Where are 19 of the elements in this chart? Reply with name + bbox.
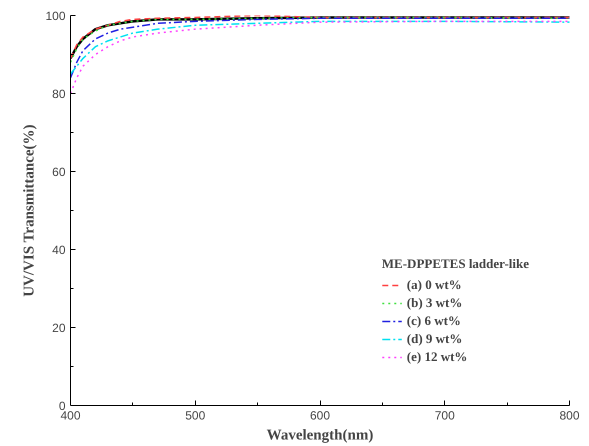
- x-tick-label: 400: [60, 408, 81, 422]
- legend-label: (a) 0 wt%: [406, 277, 462, 293]
- y-axis-title: UV/VIS Transmittance(%): [21, 124, 38, 297]
- y-tick-label: 60: [52, 165, 66, 179]
- y-tick-label: 20: [52, 321, 66, 335]
- legend-label: (e) 12 wt%: [406, 349, 468, 365]
- legend-label: (c) 6 wt%: [406, 313, 461, 329]
- x-tick-label: 600: [310, 408, 330, 422]
- legend-label: (d) 9 wt%: [406, 331, 462, 347]
- legend-label: (b) 3 wt%: [406, 295, 462, 311]
- x-tick-label: 800: [559, 408, 580, 422]
- x-axis-title: Wavelength(nm): [266, 428, 374, 444]
- y-tick-label: 40: [52, 243, 66, 257]
- y-tick-label: 80: [52, 87, 66, 101]
- line-series: [70, 20, 570, 94]
- x-tick-label: 500: [185, 408, 206, 422]
- x-tick-label: 700: [434, 408, 456, 422]
- legend-title: ME-DPPETES ladder-like: [382, 256, 529, 272]
- y-tick-label: 100: [45, 9, 66, 23]
